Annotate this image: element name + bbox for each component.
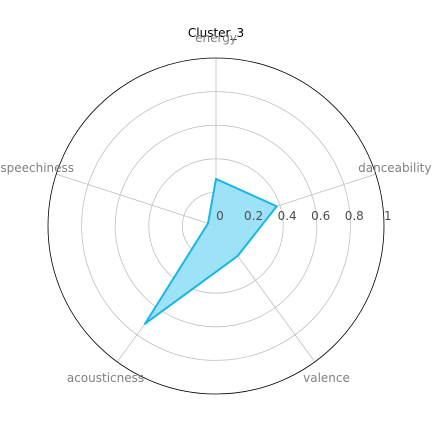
axis-label-speechiness: speechiness: [0, 161, 74, 175]
series-layer: [143, 177, 278, 325]
r-tick-label: 0: [216, 209, 224, 223]
spoke-speechiness: [56, 173, 217, 227]
r-tick-label: 0.8: [345, 209, 364, 223]
axis-label-valence: valence: [303, 371, 350, 385]
axis-label-energy: energy: [195, 31, 237, 45]
r-tick-label: 0.6: [311, 209, 330, 223]
r-tick-label: 0.2: [244, 209, 263, 223]
labels: 0 0.2 0.4 0.6 0.8 1 danceability valence acousti…: [0, 31, 431, 385]
chart-title: Cluster_3: [188, 26, 244, 40]
axis-label-danceability: danceability: [358, 161, 431, 175]
series-polygon-0: [143, 177, 278, 325]
outer-circle: [47, 57, 385, 395]
axis-label-acousticness: acousticness: [67, 371, 144, 385]
r-tick-label: 0.4: [278, 209, 297, 223]
r-tick-label: 1: [384, 209, 392, 223]
